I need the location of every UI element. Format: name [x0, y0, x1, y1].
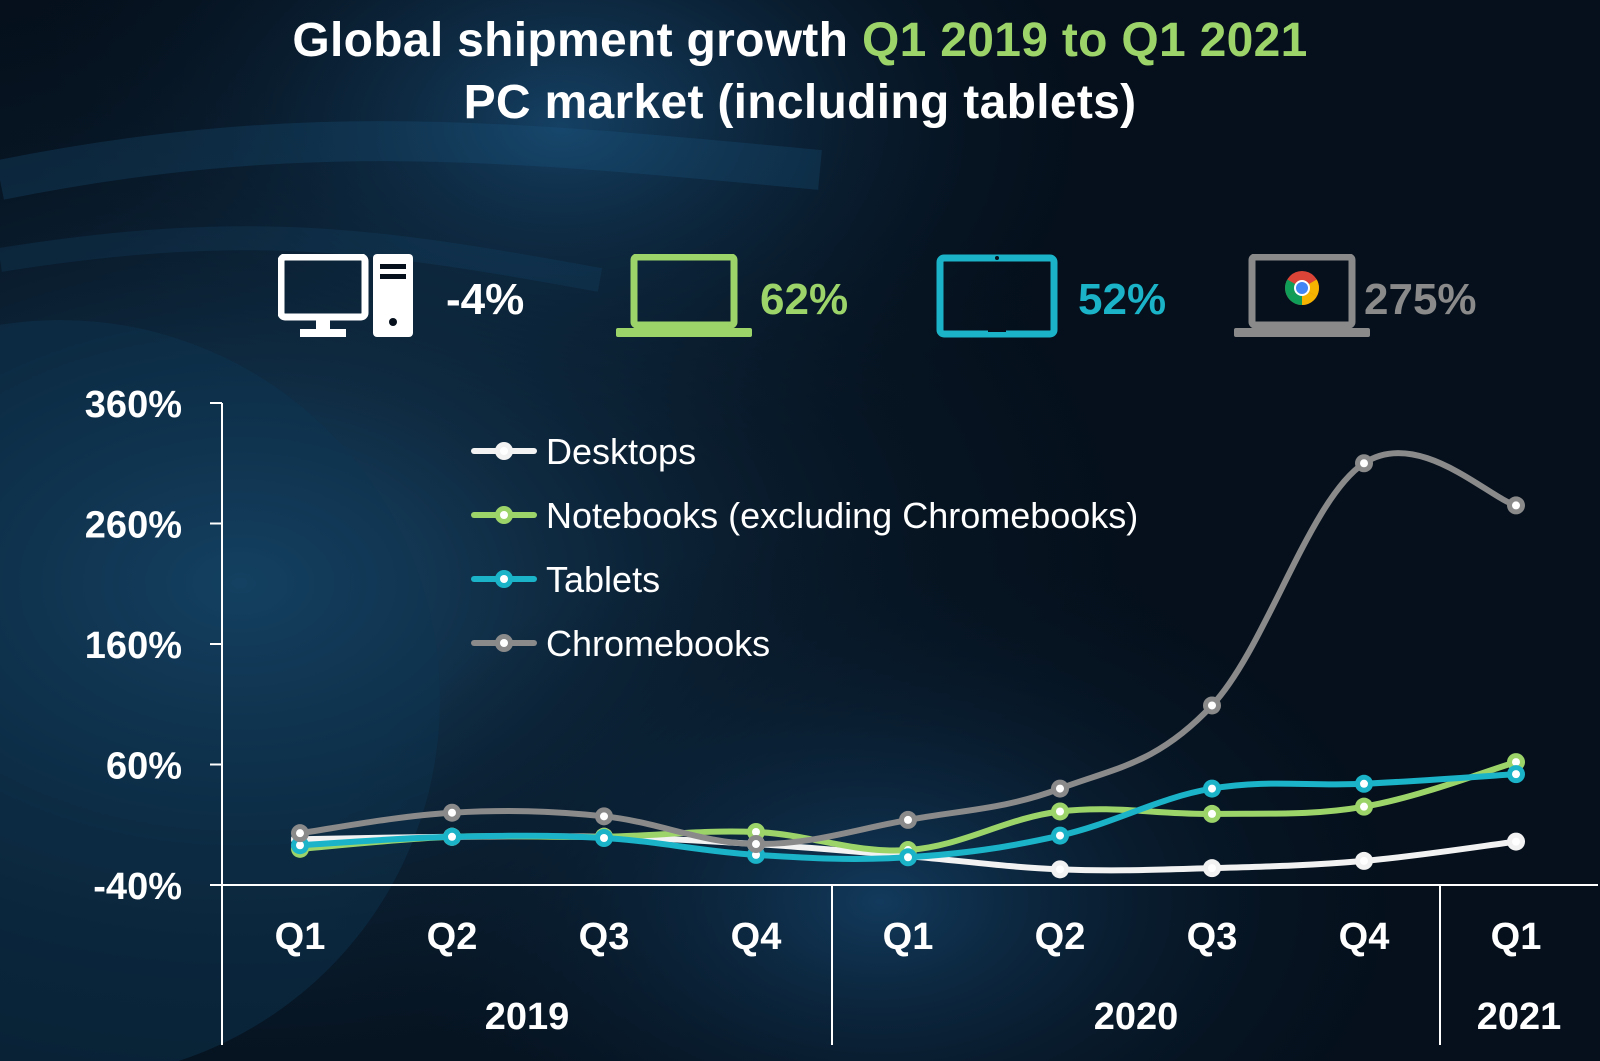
data-point-center [1360, 856, 1368, 865]
y-tick-label: 160% [85, 625, 182, 667]
data-point-center [1360, 779, 1368, 788]
chart-title-line2: PC market (including tablets) [463, 76, 1137, 129]
data-point-center [1056, 784, 1064, 793]
chromebook-stat: 275% [1364, 275, 1477, 324]
y-tick-label: 360% [85, 384, 182, 426]
legend-swatch-center [500, 447, 508, 455]
data-point-center [1360, 459, 1368, 468]
data-point-center [600, 812, 608, 821]
data-point-center [1512, 758, 1520, 767]
data-point-center [448, 832, 456, 841]
legend-label: Desktops [546, 431, 696, 472]
title-prefix: Global shipment growth [292, 14, 862, 67]
data-point-center [752, 827, 760, 836]
data-point-center [1056, 831, 1064, 840]
x-tick-label: Q2 [427, 916, 478, 958]
tablet-stat: 52% [1078, 275, 1167, 324]
x-tick-label: Q2 [1035, 916, 1086, 958]
data-point-center [1512, 501, 1520, 510]
legend-item: Tablets [471, 559, 660, 600]
data-point-center [1208, 784, 1216, 793]
series-chromebooks [291, 450, 1525, 854]
data-point-center [904, 815, 912, 824]
legend-item: Desktops [471, 431, 696, 472]
data-point-center [1208, 809, 1216, 818]
legend-swatch-center [500, 639, 508, 647]
data-point-center [600, 834, 608, 843]
data-point-center [1512, 837, 1520, 846]
data-point-center [296, 841, 304, 850]
year-label: 2019 [485, 996, 570, 1038]
data-point-center [752, 850, 760, 859]
data-point-center [1056, 865, 1064, 874]
y-tick-label: -40% [93, 866, 182, 908]
legend-label: Notebooks (excluding Chromebooks) [546, 495, 1138, 536]
series-tablets [291, 765, 1525, 867]
legend-swatch-center [500, 575, 508, 583]
legend-label: Chromebooks [546, 623, 770, 664]
title-highlight: Q1 2019 to Q1 2021 [861, 14, 1308, 67]
legend-swatch-center [500, 511, 508, 519]
year-label: 2021 [1477, 996, 1562, 1038]
data-point-center [1208, 701, 1216, 710]
year-label: 2020 [1094, 996, 1179, 1038]
legend-item: Chromebooks [471, 623, 770, 664]
y-tick-label: 260% [85, 505, 182, 547]
notebook-stat: 62% [760, 275, 849, 324]
x-tick-label: Q1 [1491, 916, 1542, 958]
x-tick-label: Q1 [883, 916, 934, 958]
desktop-icon [278, 254, 413, 337]
tablet-icon [936, 254, 1058, 338]
legend-item: Notebooks (excluding Chromebooks) [471, 495, 1138, 536]
data-point-center [296, 829, 304, 838]
x-tick-label: Q3 [579, 916, 630, 958]
y-tick-label: 60% [106, 746, 182, 788]
data-point-center [1360, 802, 1368, 811]
chart-title-line1: Global shipment growth Q1 2019 to Q1 202… [0, 12, 1600, 70]
x-tick-label: Q3 [1187, 916, 1238, 958]
series-line [297, 450, 1519, 848]
x-tick-label: Q1 [275, 916, 326, 958]
data-point-center [448, 808, 456, 817]
x-tick-label: Q4 [731, 916, 782, 958]
data-point-center [1512, 770, 1520, 779]
x-tick-label: Q4 [1339, 916, 1390, 958]
data-point-center [1208, 864, 1216, 873]
data-point-center [752, 840, 760, 849]
data-point-center [904, 853, 912, 862]
legend-label: Tablets [546, 559, 660, 600]
desktop-stat: -4% [446, 275, 525, 324]
data-point-center [1056, 807, 1064, 816]
chromebook-icon [1234, 254, 1370, 337]
series-notebooks [291, 753, 1525, 860]
notebook-icon [616, 254, 752, 337]
